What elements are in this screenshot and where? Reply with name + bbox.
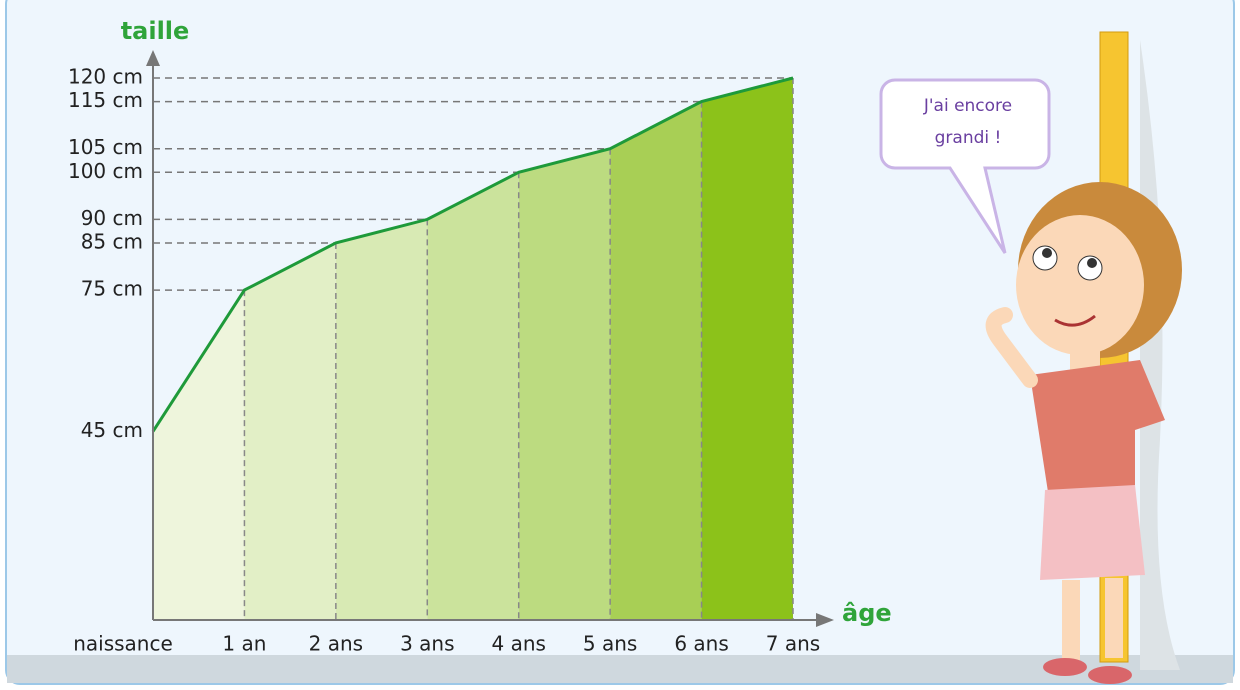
area-band <box>244 243 335 620</box>
y-tick-label: 75 cm <box>81 277 143 301</box>
bubble-text: J'ai encore <box>923 96 1012 116</box>
y-tick-label: 85 cm <box>81 229 143 253</box>
y-tick-label: 120 cm <box>68 65 143 89</box>
y-tick-label: 100 cm <box>68 159 143 183</box>
x-axis-label: âge <box>842 599 892 627</box>
area-band <box>519 149 610 620</box>
area-band <box>336 219 427 620</box>
x-tick-label: 1 an <box>222 632 266 656</box>
skirt <box>1040 485 1145 580</box>
x-tick-label: 2 ans <box>309 632 363 656</box>
y-tick-label: 90 cm <box>81 206 143 230</box>
face <box>1016 215 1144 355</box>
x-tick-label: 6 ans <box>674 632 728 656</box>
area-band <box>427 172 518 620</box>
area-band <box>610 102 701 620</box>
y-tick-label: 105 cm <box>68 135 143 159</box>
y-tick-label: 115 cm <box>68 88 143 112</box>
x-tick-label: 5 ans <box>583 632 637 656</box>
chart: taille âge J'ai encore grandi ! 45 cm 75 … <box>0 0 1240 690</box>
x-tick-label: 3 ans <box>400 632 454 656</box>
y-axis-label: taille <box>121 17 190 45</box>
area-band <box>702 78 793 620</box>
x-tick-label: naissance <box>73 632 173 656</box>
y-tick-label: 45 cm <box>81 418 143 442</box>
x-tick-label: 4 ans <box>491 632 545 656</box>
bubble-text: grandi ! <box>935 128 1002 148</box>
x-tick-label: 7 ans <box>766 632 820 656</box>
